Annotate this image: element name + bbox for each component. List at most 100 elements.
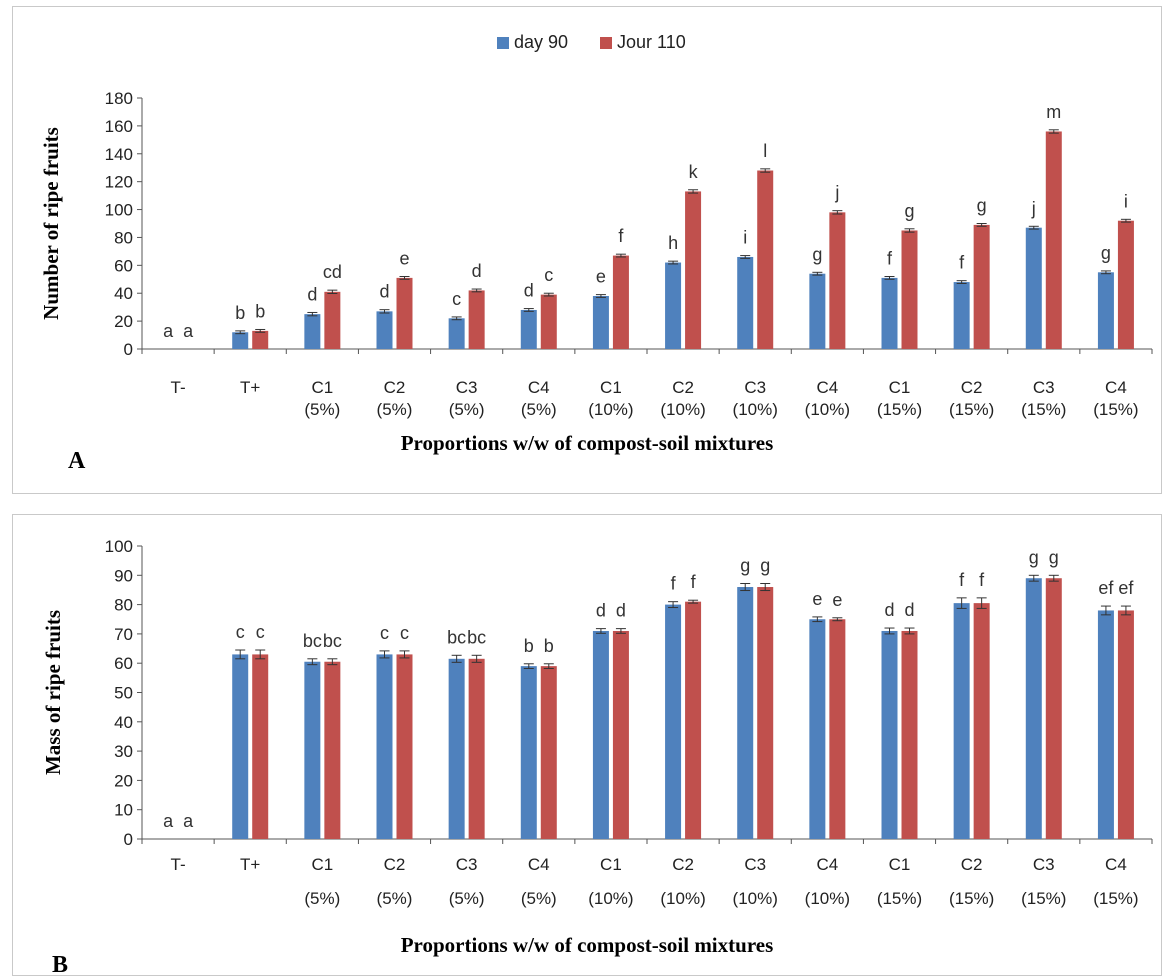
chart-a-bar-s1-8 (737, 256, 754, 349)
chart-a-bar-s1-6 (592, 296, 609, 349)
chart-b-bar-s2-13 (1117, 610, 1134, 839)
chart-a-bar-s2-10 (901, 230, 918, 349)
chart-b-x-label-13: C4 (1105, 855, 1127, 874)
chart-a-panel-letter: A (68, 448, 86, 474)
chart-b-x-label-11: C2 (961, 855, 983, 874)
chart-b-x-label-4: C3 (456, 855, 478, 874)
chart-b-bar-s2-11 (973, 603, 990, 839)
chart-a-bar-s1-13 (1097, 272, 1114, 349)
chart-b-sig-label-s1-1: c (236, 622, 245, 642)
chart-a-bar-s2-1 (252, 330, 269, 349)
chart-b-sig-label-s2-1: c (256, 622, 265, 642)
chart-a-x-label-0: T- (171, 378, 186, 397)
chart-a-x-sublabel-3: (5%) (377, 400, 413, 419)
chart-b-x-sublabel-13: (15%) (1093, 889, 1138, 908)
chart-a-bar-s1-3 (376, 311, 393, 349)
chart-b-bar-s2-7 (685, 601, 702, 839)
chart-b-x-label-8: C3 (744, 855, 766, 874)
chart-a-y-tick-label-9: 180 (105, 89, 133, 108)
chart-b-sig-label-s1-4: bc (447, 627, 466, 647)
chart-b-bar-s1-3 (376, 654, 393, 839)
chart-a-bar-s1-4 (448, 318, 465, 349)
chart-b-bar-s2-3 (396, 654, 413, 839)
chart-b-sig-label-s1-12: g (1029, 547, 1039, 567)
chart-a-y-tick-label-5: 100 (105, 201, 133, 220)
legend-label-1: day 90 (514, 32, 568, 52)
chart-a-x-sublabel-13: (15%) (1093, 400, 1138, 419)
chart-a-sig-label-s1-2: d (307, 284, 317, 304)
chart-b-sig-label-s2-2: bc (323, 631, 342, 651)
chart-b-sig-label-s1-2: bc (303, 631, 322, 651)
chart-a-x-sublabel-2: (5%) (304, 400, 340, 419)
chart-a-x-label-13: C4 (1105, 378, 1127, 397)
chart-b-sig-label-s1-6: d (596, 601, 606, 621)
chart-a-bar-s2-6 (612, 255, 629, 349)
chart-a-sig-label-s2-5: c (544, 265, 553, 285)
chart-b-x-label-12: C3 (1033, 855, 1055, 874)
chart-b-sig-label-s2-5: b (544, 636, 554, 656)
chart-b-bar-s1-2 (304, 661, 321, 839)
legend-swatch-2 (600, 37, 612, 49)
chart-a-sig-label-s2-7: k (689, 162, 699, 182)
chart-a-sig-label-s2-9: j (834, 183, 839, 203)
chart-b-bar-s2-12 (1045, 578, 1062, 839)
chart-b-x-sublabel-6: (10%) (588, 889, 633, 908)
chart-b-sig-label-s1-9: e (812, 589, 822, 609)
chart-b-sig-label-s1-11: f (959, 570, 965, 590)
chart-b-sig-label-s2-10: d (904, 600, 914, 620)
chart-b-x-label-2: C1 (311, 855, 333, 874)
chart-b-x-sublabel-4: (5%) (449, 889, 485, 908)
chart-b-bar-s2-8 (757, 587, 774, 839)
chart-b-bar-s1-6 (592, 630, 609, 839)
chart-b-sig-label-s2-8: g (760, 556, 770, 576)
chart-b-sig-label-s2-6: d (616, 601, 626, 621)
legend-label-2: Jour 110 (617, 32, 686, 52)
chart-a-bar-s2-13 (1117, 220, 1134, 349)
chart-a-sig-label-s1-7: h (668, 233, 678, 253)
chart-b-bar-s1-9 (809, 619, 826, 839)
chart-b-bar-s1-8 (737, 587, 754, 839)
chart-a-sig-label-s2-11: g (977, 196, 987, 216)
chart-b-sig-label-s1-8: g (740, 556, 750, 576)
chart-b-y-tick-label-1: 10 (114, 801, 133, 820)
chart-b-x-sublabel-5: (5%) (521, 889, 557, 908)
chart-b-bar-s2-5 (540, 666, 557, 839)
chart-b-panel-letter: B (52, 952, 68, 978)
chart-b-y-tick-label-9: 90 (114, 566, 133, 585)
chart-a-sig-label-s1-0: a (163, 321, 174, 341)
chart-a-bar-s1-9 (809, 273, 826, 349)
chart-b-sig-label-s2-4: bc (467, 627, 486, 647)
chart-b-y-tick-label-3: 30 (114, 742, 133, 761)
chart-b-y-tick-label-4: 40 (114, 713, 133, 732)
chart-a-y-tick-label-7: 140 (105, 145, 133, 164)
chart-a-x-label-9: C4 (816, 378, 838, 397)
chart-b-x-label-3: C2 (384, 855, 406, 874)
chart-a-sig-label-s1-10: f (887, 248, 893, 268)
chart-b-bar-s2-6 (612, 630, 629, 839)
chart-a-sig-label-s2-4: d (472, 261, 482, 281)
panel-a (12, 6, 1162, 494)
chart-b-bar-s2-10 (901, 630, 918, 839)
chart-a-y-tick-label-3: 60 (114, 256, 133, 275)
chart-b-y-tick-label-7: 70 (114, 625, 133, 644)
chart-b-x-axis-title: Proportions w/w of compost-soil mixtures (401, 933, 774, 957)
chart-a-bar-s1-5 (520, 309, 537, 349)
chart-a-bar-s2-8 (757, 170, 774, 349)
chart-b-x-label-5: C4 (528, 855, 550, 874)
chart-b-bar-s1-10 (881, 630, 898, 839)
chart-a-bar-s2-3 (396, 277, 413, 349)
chart-b-bar-s1-7 (665, 604, 682, 839)
chart-a-sig-label-s1-11: f (959, 253, 965, 273)
chart-b-x-sublabel-9: (10%) (805, 889, 850, 908)
chart-a-sig-label-s1-3: d (379, 282, 389, 302)
chart-b-sig-label-s2-7: f (691, 572, 697, 592)
chart-a-y-axis-title: Number of ripe fruits (39, 127, 63, 320)
chart-a-bar-s1-2 (304, 314, 321, 349)
chart-a-y-tick-label-6: 120 (105, 173, 133, 192)
chart-a-x-axis-title: Proportions w/w of compost-soil mixtures (401, 431, 774, 455)
chart-b-sig-label-s2-12: g (1049, 547, 1059, 567)
chart-a-y-tick-label-1: 20 (114, 312, 133, 331)
chart-b-bar-s2-2 (324, 661, 341, 839)
chart-a-x-sublabel-9: (10%) (805, 400, 850, 419)
